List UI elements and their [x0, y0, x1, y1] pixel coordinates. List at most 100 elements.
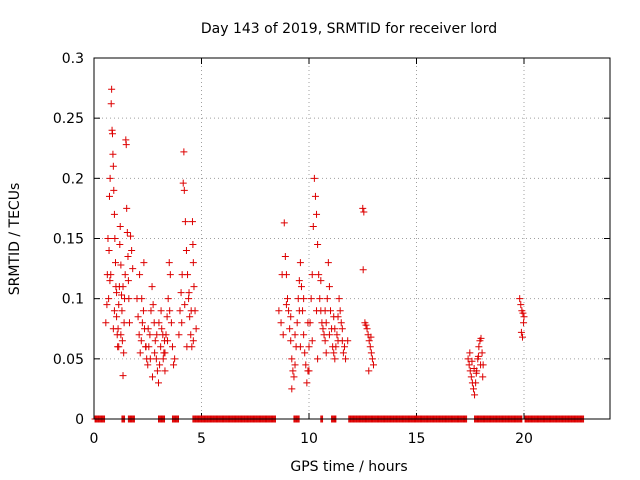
data-point	[163, 313, 171, 321]
data-point	[520, 319, 528, 327]
data-point	[359, 266, 367, 274]
data-point	[166, 307, 174, 315]
data-point	[155, 379, 162, 387]
data-point	[342, 355, 350, 363]
data-point	[105, 192, 113, 200]
data-point	[297, 283, 305, 291]
data-point	[314, 241, 322, 249]
data-point	[323, 295, 331, 303]
data-point	[186, 313, 194, 321]
data-point	[106, 277, 114, 285]
data-point	[466, 349, 474, 357]
data-point	[120, 349, 128, 357]
data-point	[363, 325, 371, 333]
data-point	[291, 361, 299, 369]
data-point	[189, 241, 197, 249]
data-point	[165, 259, 173, 267]
data-point	[366, 343, 374, 351]
data-point	[155, 319, 163, 327]
data-point	[166, 271, 174, 279]
data-point	[332, 343, 340, 351]
data-point	[288, 385, 296, 393]
data-point	[103, 301, 111, 309]
data-point	[321, 307, 329, 315]
data-point	[144, 361, 152, 369]
data-point	[116, 241, 124, 249]
data-point	[123, 228, 131, 236]
data-point	[479, 373, 487, 381]
data-point	[289, 367, 297, 375]
data-point	[128, 247, 136, 255]
data-point	[322, 319, 330, 327]
data-point	[308, 271, 316, 279]
data-point	[313, 210, 321, 218]
data-point	[336, 307, 344, 315]
data-point	[189, 337, 197, 345]
data-point	[171, 355, 179, 363]
data-point	[129, 265, 137, 273]
data-point	[164, 295, 172, 303]
data-point	[367, 349, 375, 357]
data-point	[179, 179, 187, 187]
data-point	[367, 333, 375, 341]
data-point	[105, 295, 113, 303]
data-point	[118, 307, 126, 315]
x-tick-label: 5	[197, 431, 206, 447]
data-point	[164, 337, 172, 345]
data-point	[340, 343, 348, 351]
data-point	[112, 259, 119, 267]
chart-title: Day 143 of 2019, SRMTID for receiver lor…	[201, 21, 497, 37]
data-point	[118, 337, 126, 345]
data-point	[153, 367, 161, 375]
data-point	[277, 319, 285, 327]
data-point	[330, 349, 338, 357]
data-point	[149, 301, 157, 309]
data-point	[359, 204, 367, 212]
data-point	[365, 367, 373, 375]
data-point	[290, 373, 298, 381]
data-point	[109, 325, 117, 333]
data-point	[284, 295, 291, 303]
y-tick-label: 0.25	[53, 111, 84, 127]
x-tick-label: 0	[90, 431, 99, 447]
data-point	[158, 325, 166, 333]
data-point	[140, 259, 148, 267]
data-point	[105, 247, 113, 255]
data-point	[148, 283, 156, 291]
x-tick-label: 20	[515, 431, 533, 447]
data-point	[187, 307, 195, 315]
data-point	[468, 357, 476, 365]
data-point	[107, 271, 115, 279]
data-point	[118, 291, 126, 299]
data-point	[175, 331, 183, 339]
data-point	[287, 337, 295, 345]
data-point	[280, 219, 288, 227]
data-point	[275, 307, 283, 315]
data-point	[138, 319, 146, 327]
data-point	[185, 295, 193, 303]
data-point	[310, 174, 318, 182]
data-point	[331, 355, 339, 363]
data-point	[293, 319, 301, 327]
data-point	[477, 361, 485, 369]
data-point	[516, 295, 524, 303]
data-point	[301, 349, 309, 357]
data-point	[466, 367, 474, 375]
data-point	[517, 301, 525, 309]
data-point	[286, 325, 294, 333]
data-point	[111, 235, 119, 242]
y-tick-label: 0.15	[53, 232, 84, 248]
data-point	[321, 337, 329, 345]
data-point	[296, 343, 304, 351]
data-point	[307, 295, 315, 303]
data-point	[162, 331, 170, 339]
data-point	[308, 337, 316, 345]
data-point	[360, 208, 368, 216]
data-point	[344, 337, 352, 345]
data-point	[319, 325, 327, 333]
data-point	[106, 174, 114, 182]
axis-ticks: 0 0.05 0.1 0.15 0.2 0.25 0.3 0 5 10 15 20	[53, 51, 610, 447]
data-point	[144, 325, 152, 333]
data-point	[190, 283, 198, 291]
